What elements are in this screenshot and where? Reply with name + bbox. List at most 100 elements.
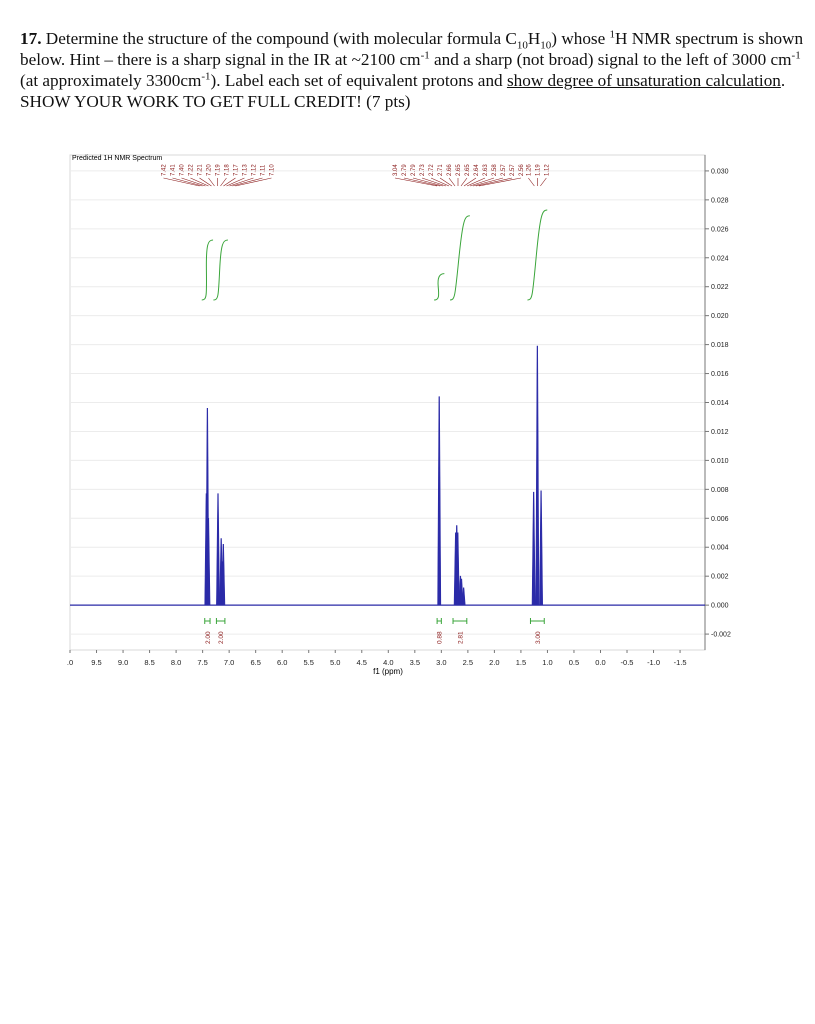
peak-label: 1.26 <box>526 164 532 176</box>
peak-label: 7.12 <box>251 164 257 176</box>
peak <box>221 544 226 606</box>
peak-label: 2.65 <box>465 164 471 176</box>
peak-label: 3.04 <box>393 164 399 176</box>
question-text: H <box>527 29 541 48</box>
underlined-text: show degree of unsaturation calculation <box>506 71 781 90</box>
peak <box>539 490 543 606</box>
question-text: . SHOW YOUR WORK TO GET FULL CREDIT! (7 … <box>20 71 786 111</box>
peak-label-leader <box>235 177 272 187</box>
question-number: 17. <box>20 29 42 48</box>
peak-label-leader <box>229 177 254 187</box>
peak <box>535 345 540 606</box>
peak-label-leader <box>232 177 263 187</box>
peak-label-leader <box>540 177 547 187</box>
peak-label: 2.72 <box>429 164 435 176</box>
integral-curve <box>213 239 228 301</box>
peak-label: 7.11 <box>260 164 266 176</box>
peak <box>216 493 220 606</box>
x-tick-label: 4.5 <box>357 658 367 667</box>
nmr-spectrum: Predicted 1H NMR Spectrum f1 (ppm) -0.00… <box>67 154 731 676</box>
x-tick-label: 6.0 <box>277 658 287 667</box>
y-tick-label: 0.010 <box>711 458 729 465</box>
peak-label-leader <box>226 177 245 187</box>
subscript: 10 <box>516 39 528 52</box>
question-text: Determine the structure of the compound … <box>45 29 517 48</box>
x-tick-label: 4.0 <box>383 658 393 667</box>
peak-label: 7.42 <box>161 164 167 176</box>
peak-label-leader <box>430 177 450 187</box>
y-tick-label: 0.020 <box>711 313 729 320</box>
peak-label-leader <box>394 177 438 187</box>
y-tick-label: 0.026 <box>711 226 729 233</box>
y-tick-label: 0.014 <box>711 400 729 407</box>
peak-label-leader <box>469 177 495 187</box>
y-tick-label: 0.002 <box>711 574 729 581</box>
question-text: ). Label each set of equivalent protons … <box>210 71 507 90</box>
superscript: -1 <box>201 70 211 83</box>
peak-label: 1.12 <box>544 164 550 176</box>
peak-label-leader <box>466 177 486 187</box>
subscript: 10 <box>540 39 552 52</box>
peak-label-leader <box>463 177 477 187</box>
peak-label: 2.73 <box>420 164 426 176</box>
x-tick-label: 0.0 <box>595 658 605 667</box>
peak-label-leader <box>172 177 203 187</box>
y-tick-label: 0.004 <box>711 545 729 552</box>
y-tick-label: 0.022 <box>711 284 729 291</box>
y-tick-label: 0.000 <box>711 603 729 610</box>
peak-label: 2.56 <box>519 164 525 176</box>
x-tick-label: -1.0 <box>647 658 660 667</box>
peak-label-leader <box>412 177 444 187</box>
integral-label: 2.00 <box>218 631 225 644</box>
x-tick-label: -0.5 <box>621 658 634 667</box>
peak-label-leader <box>403 177 441 187</box>
integral-label: 2.81 <box>457 631 464 644</box>
peak <box>461 587 466 606</box>
peak-label: 7.10 <box>269 164 275 176</box>
peak-label-leader <box>448 177 456 187</box>
x-tick-label: 0.5 <box>569 658 579 667</box>
peak-label-leader <box>439 177 453 187</box>
integral-label: 2.00 <box>205 631 212 644</box>
x-tick-label: 3.0 <box>436 658 446 667</box>
x-tick-label: .0 <box>67 658 73 667</box>
peak-label: 2.64 <box>474 164 480 176</box>
peak-label-leader <box>472 177 504 187</box>
peak-label-leader <box>190 177 209 187</box>
x-tick-label: 7.0 <box>224 658 234 667</box>
peak-label-leader <box>181 177 206 187</box>
peak-label: 2.58 <box>492 164 498 176</box>
peak-label-leader <box>163 177 200 187</box>
question-text: and a sharp (not broad) signal to the le… <box>429 50 792 69</box>
x-tick-label: 1.5 <box>516 658 526 667</box>
superscript: -1 <box>420 49 430 62</box>
peak-label-leader <box>223 177 236 187</box>
integral-curve <box>527 209 548 301</box>
y-tick-label: 0.028 <box>711 197 729 204</box>
peak-label: 7.20 <box>206 164 212 176</box>
peak-label: 7.40 <box>179 164 185 176</box>
x-tick-label: 8.5 <box>144 658 154 667</box>
integral-label: 3.00 <box>535 631 542 644</box>
peak-label: 2.79 <box>402 164 408 176</box>
y-tick-label: 0.012 <box>711 429 729 436</box>
peak-label-leader <box>421 177 447 187</box>
x-tick-label: 8.0 <box>171 658 181 667</box>
x-tick-label: 7.5 <box>197 658 207 667</box>
peak-label: 2.57 <box>501 164 507 176</box>
peak <box>531 491 536 606</box>
peak-label: 2.65 <box>456 164 462 176</box>
peak <box>437 396 442 606</box>
peak-label-leader <box>478 177 522 187</box>
x-tick-label: 9.5 <box>91 658 101 667</box>
peak <box>206 517 211 606</box>
y-tick-label: 0.030 <box>711 168 729 175</box>
peak-label: 7.13 <box>242 164 248 176</box>
superscript: 1 <box>609 28 616 41</box>
peak-label: 7.41 <box>170 164 176 176</box>
y-tick-label: -0.002 <box>711 632 731 639</box>
peak-label: 7.17 <box>233 164 239 176</box>
x-tick-label: 3.5 <box>410 658 420 667</box>
integral-curve <box>201 239 214 301</box>
superscript: -1 <box>791 49 801 62</box>
